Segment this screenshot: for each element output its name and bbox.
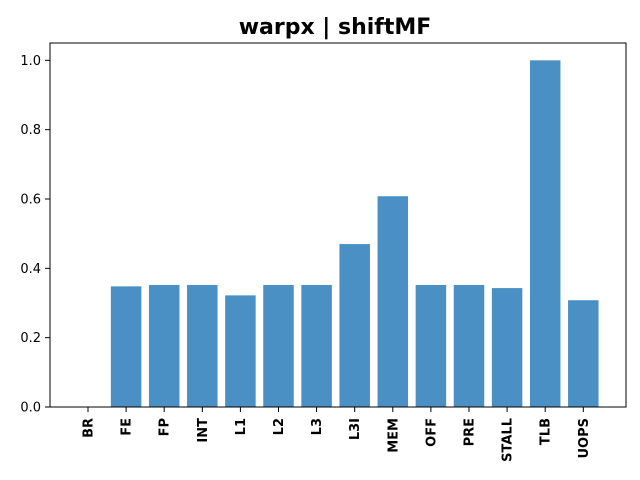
bar-fp bbox=[148, 284, 180, 407]
bar-l2 bbox=[263, 284, 294, 407]
x-tick-label-l3: L3 bbox=[310, 418, 325, 435]
bar-pre bbox=[453, 284, 485, 407]
bar-stall bbox=[491, 288, 523, 407]
plot-frame bbox=[49, 42, 627, 408]
chart-title: warpx | shiftMF bbox=[239, 15, 432, 40]
x-tick-label-uops: UOPS bbox=[577, 418, 592, 459]
x-tick-label-l2: L2 bbox=[272, 418, 287, 435]
x-tick-label-l1: L1 bbox=[234, 418, 249, 435]
bar-l3i bbox=[339, 244, 370, 407]
y-tick-label: 0.8 bbox=[20, 123, 41, 138]
bar-mem bbox=[377, 196, 409, 407]
bar-tlb bbox=[529, 60, 561, 407]
x-tick-label-off: OFF bbox=[424, 418, 439, 447]
y-axis: 0.0 0.2 0.4 0.6 0.8 1.0 bbox=[20, 54, 50, 416]
bar-uops bbox=[568, 300, 599, 407]
x-tick-label-fe: FE bbox=[120, 418, 135, 436]
bar-int bbox=[187, 284, 218, 407]
x-tick-label-br: BR bbox=[82, 418, 97, 438]
x-tick-label-mem: MEM bbox=[386, 418, 401, 453]
x-axis: BR FE FP INT L1 L2 L3 L3I MEM OFF PRE STALL TLB UOPS bbox=[82, 407, 592, 462]
y-tick-label: 1.0 bbox=[20, 54, 41, 69]
bar-l1 bbox=[225, 295, 256, 407]
x-tick-label-fp: FP bbox=[158, 418, 173, 436]
bar-off bbox=[415, 284, 447, 407]
x-tick-label-pre: PRE bbox=[463, 418, 478, 446]
x-tick-label-l3i: L3I bbox=[348, 418, 363, 440]
y-tick-label: 0.2 bbox=[20, 331, 41, 346]
y-tick-label: 0.0 bbox=[20, 401, 41, 416]
y-tick-label: 0.4 bbox=[20, 262, 41, 277]
x-tick-label-stall: STALL bbox=[501, 418, 516, 462]
bar-l3 bbox=[301, 284, 332, 407]
y-tick-label: 0.6 bbox=[20, 193, 41, 208]
bar-fe bbox=[110, 286, 142, 407]
x-tick-label-int: INT bbox=[196, 418, 211, 443]
x-tick-label-tlb: TLB bbox=[539, 418, 554, 445]
bars-group bbox=[110, 60, 599, 407]
